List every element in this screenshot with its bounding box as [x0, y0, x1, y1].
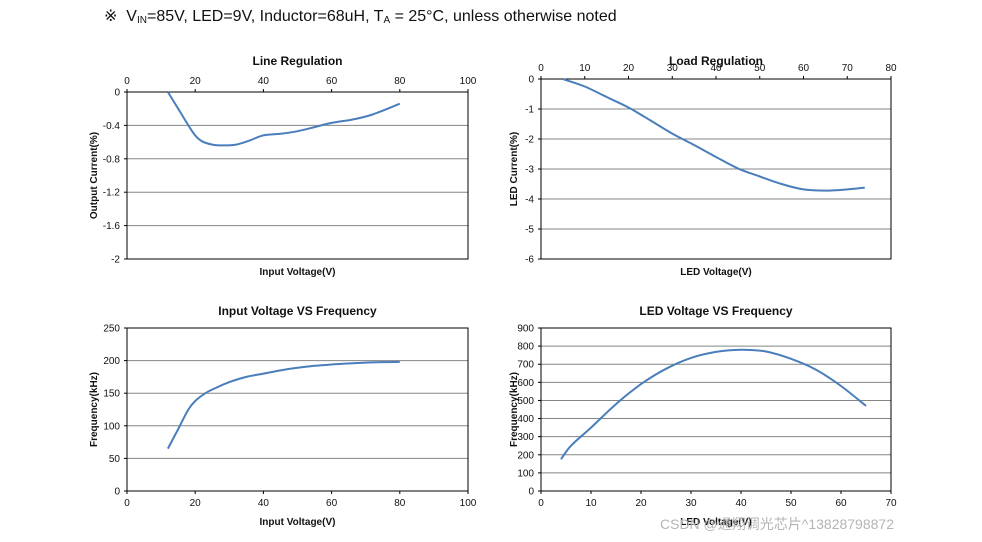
y-tick-label: 200: [103, 356, 120, 367]
x-tick-label: 0: [124, 498, 130, 509]
x-axis-label: Input Voltage(V): [260, 517, 336, 528]
x-tick-label: 60: [835, 498, 847, 509]
y-tick-label: -1.6: [103, 221, 121, 232]
y-tick-label: -4: [525, 195, 534, 206]
plot-frame: [126, 327, 469, 492]
y-tick-label: -0.8: [103, 154, 121, 165]
series-line: [167, 360, 400, 450]
x-tick-label: 20: [635, 498, 647, 509]
conditions-text: =85V, LED=9V, Inductor=68uH, T: [146, 8, 384, 25]
x-tick-label: 40: [258, 498, 270, 509]
x-tick-label: 50: [754, 63, 766, 74]
y-tick-label: -1: [525, 105, 534, 116]
watermark: CSDN @通翔调光芯片^13828798872: [660, 516, 894, 532]
x-tick-label: 10: [579, 63, 591, 74]
plot-frame: [126, 91, 469, 260]
y-tick-label: -2: [525, 135, 534, 146]
ta-subscript: A: [383, 15, 391, 26]
y-tick-label: 0: [114, 487, 120, 498]
series-line: [167, 91, 401, 147]
x-tick-label: 60: [326, 498, 338, 509]
y-tick-label: 400: [517, 414, 534, 425]
x-tick-label: 10: [585, 498, 597, 509]
note-symbol: ※: [104, 8, 118, 25]
y-tick-label: 600: [517, 378, 534, 389]
chart-title: Line Regulation: [253, 54, 343, 68]
x-tick-label: 20: [623, 63, 635, 74]
conditions-header: ※ VIN=85V, LED=9V, Inductor=68uH, TA = 2…: [104, 6, 617, 26]
x-tick-label: 40: [710, 63, 722, 74]
y-axis-label: LED Current(%): [509, 132, 520, 206]
x-tick-label: 80: [885, 63, 897, 74]
x-tick-label: 100: [460, 76, 477, 87]
chart-title: LED Voltage VS Frequency: [639, 304, 792, 318]
y-tick-label: -3: [525, 165, 534, 176]
y-tick-label: 50: [109, 454, 121, 465]
x-axis-label: LED Voltage(V): [680, 517, 751, 528]
plot-frame: [540, 327, 892, 492]
x-tick-label: 20: [190, 498, 202, 509]
x-tick-label: 0: [124, 76, 130, 87]
y-tick-label: -5: [525, 225, 534, 236]
x-tick-label: 60: [326, 76, 338, 87]
x-tick-label: 80: [394, 76, 406, 87]
x-tick-label: 0: [538, 498, 544, 509]
chart-title: Input Voltage VS Frequency: [218, 304, 377, 318]
y-tick-label: 700: [517, 360, 534, 371]
x-tick-label: 50: [785, 498, 797, 509]
y-tick-label: 250: [103, 324, 120, 335]
y-tick-label: 100: [517, 468, 534, 479]
x-tick-label: 60: [798, 63, 810, 74]
x-axis-label: LED Voltage(V): [680, 267, 751, 278]
vin-subscript: IN: [136, 15, 147, 26]
x-tick-label: 80: [394, 498, 406, 509]
x-tick-label: 70: [885, 498, 897, 509]
x-tick-label: 30: [685, 498, 697, 509]
chart-title: Load Regulation: [669, 54, 763, 68]
series-line: [560, 348, 867, 460]
conditions-text-tail: = 25°C, unless otherwise noted: [390, 8, 617, 25]
vin-label: V: [126, 8, 137, 25]
y-tick-label: 800: [517, 342, 534, 353]
x-tick-label: 70: [842, 63, 854, 74]
x-tick-label: 40: [735, 498, 747, 509]
x-tick-label: 20: [190, 76, 202, 87]
y-axis-label: Output Current(%): [89, 132, 100, 219]
x-tick-label: 40: [258, 76, 270, 87]
x-axis-label: Input Voltage(V): [260, 267, 336, 278]
x-tick-label: 100: [460, 498, 477, 509]
x-tick-label: 30: [667, 63, 679, 74]
y-axis-label: Frequency(kHz): [89, 372, 100, 447]
y-tick-label: -0.4: [103, 121, 121, 132]
y-tick-label: 0: [114, 88, 120, 99]
y-tick-label: 300: [517, 432, 534, 443]
series-line: [562, 78, 865, 192]
y-tick-label: -2: [111, 255, 120, 266]
y-tick-label: 0: [528, 487, 534, 498]
x-tick-label: 0: [538, 63, 544, 74]
y-tick-label: 150: [103, 389, 120, 400]
y-tick-label: 500: [517, 396, 534, 407]
y-tick-label: 900: [517, 324, 534, 335]
y-tick-label: 0: [528, 75, 534, 86]
y-tick-label: 100: [103, 421, 120, 432]
y-tick-label: -6: [525, 255, 534, 266]
y-tick-label: 200: [517, 450, 534, 461]
y-tick-label: -1.2: [103, 188, 121, 199]
y-axis-label: Frequency(kHz): [509, 372, 520, 447]
